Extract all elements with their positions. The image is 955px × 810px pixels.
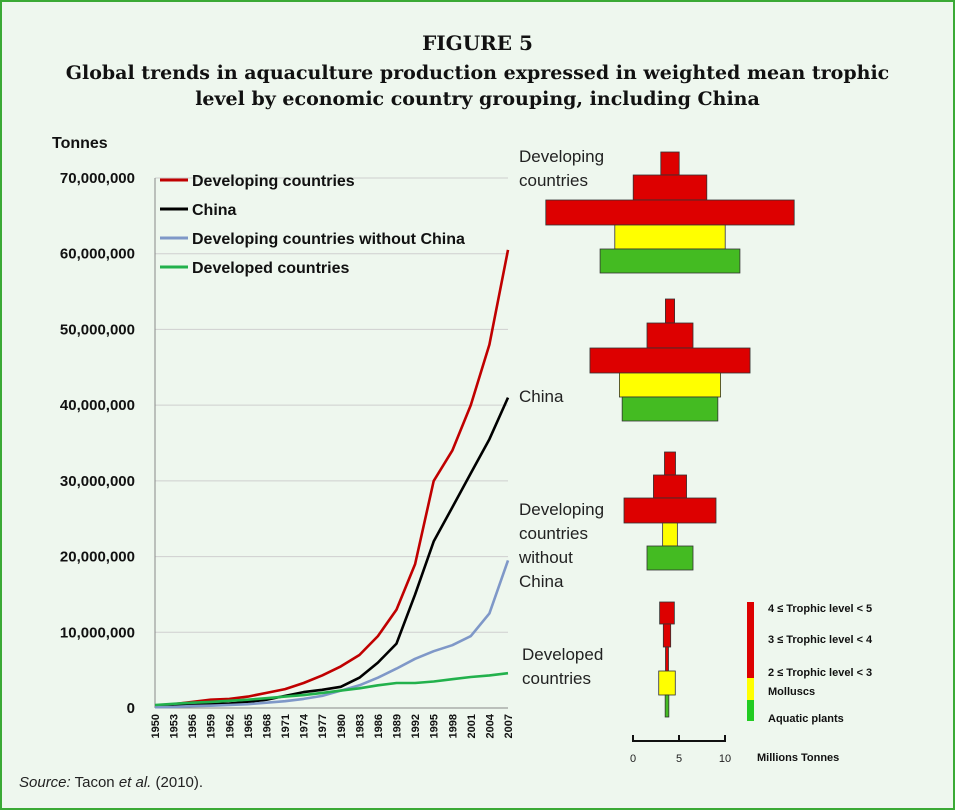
y-tick-label: 70,000,000 — [60, 170, 135, 187]
pyramid-bar — [545, 199, 795, 226]
pyramid-bar — [623, 497, 717, 524]
pyramid-x-tick-label: 10 — [719, 753, 731, 765]
x-tick-label: 1950 — [150, 714, 162, 738]
x-tick-label: 1998 — [447, 714, 459, 738]
x-tick-label: 1977 — [317, 714, 329, 738]
source-label: Source: — [19, 774, 71, 791]
x-tick-label: 1953 — [169, 714, 181, 738]
pyramid-label: without — [518, 548, 573, 567]
x-tick-label: 1980 — [336, 714, 348, 738]
y-tick-label: 40,000,000 — [60, 397, 135, 414]
y-tick-label: 30,000,000 — [60, 473, 135, 490]
pyramid-bar — [659, 601, 675, 625]
pyramid-bar — [662, 522, 678, 547]
pyramid-label: China — [519, 572, 564, 591]
pyramid-bar — [646, 545, 694, 571]
pyramid-bar — [589, 347, 751, 374]
pyramid-bar — [662, 623, 672, 648]
x-tick-label: 2001 — [466, 714, 478, 738]
legend-label: Developing countries without China — [192, 231, 465, 248]
pyramid-bar — [660, 151, 680, 176]
source-etal: et al. — [118, 774, 152, 791]
pyramid-legend: 4 ≤ Trophic level < 5 3 ≤ Trophic level <… — [747, 602, 873, 725]
y-tick-label: 50,000,000 — [60, 321, 135, 338]
y-axis-title: Tonnes — [52, 135, 108, 152]
x-tick-label: 1989 — [392, 714, 404, 738]
pyramid-bar — [646, 322, 694, 349]
legend-label: Developing countries — [192, 173, 355, 190]
line-chart: Tonnes 0 10,000,000 20,000,000 30,000,000 40,… — [52, 135, 515, 738]
pyramid-bar — [632, 174, 708, 201]
pyramid-bar — [653, 474, 687, 499]
pyramid-legend-label: 2 ≤ Trophic level < 3 — [768, 667, 872, 679]
x-tick-label: 1974 — [299, 713, 311, 738]
figure-title: Global trends in aquaculture production … — [65, 62, 890, 110]
source-author: Tacon — [74, 774, 115, 791]
pyramid-bar — [619, 372, 722, 398]
x-tick-label: 1968 — [261, 714, 273, 738]
pyramid-bar — [665, 298, 676, 324]
pyramid-bar — [614, 224, 726, 250]
pyramid-bar — [599, 248, 741, 274]
legend-swatch-green — [747, 700, 754, 721]
pyramid-label: countries — [519, 171, 588, 190]
x-tick-label: 1959 — [206, 714, 218, 738]
pyramid-legend-label: Molluscs — [768, 686, 815, 698]
pyramid-label: China — [519, 387, 564, 406]
x-tick-label: 1995 — [429, 714, 441, 738]
x-tick-label: 1965 — [243, 714, 255, 738]
y-tick-label: 0 — [127, 700, 135, 717]
pyramid-label: countries — [519, 524, 588, 543]
pyramid-legend-label: Aquatic plants — [768, 713, 844, 725]
x-tick-label: 1992 — [410, 714, 422, 738]
x-tick-label: 1983 — [354, 714, 366, 738]
pyramid-bar — [664, 451, 676, 476]
pyramid-label: countries — [522, 669, 591, 688]
y-tick-label: 20,000,000 — [60, 549, 135, 566]
x-tick-label: 1986 — [373, 714, 385, 738]
pyramid-label: Developed — [522, 645, 603, 664]
y-tick-label: 10,000,000 — [60, 624, 135, 641]
trophic-pyramids: Developing countries China Developing countr… — [518, 147, 795, 718]
pyramid-label: Developing — [519, 500, 604, 519]
x-tick-label: 1956 — [187, 714, 199, 738]
x-tick-label: 2007 — [503, 714, 515, 738]
pyramid-bar — [658, 670, 676, 696]
series-line — [154, 671, 509, 707]
series-line — [154, 397, 510, 709]
legend-label: Developed countries — [192, 260, 349, 277]
legend-swatch-red — [747, 602, 754, 690]
figure-number: FIGURE 5 — [422, 31, 533, 55]
x-tick-label: 1971 — [280, 714, 292, 738]
pyramid-axis: 0 5 10 Millions Tonnes — [630, 735, 839, 765]
pyramid-axis-title: Millions Tonnes — [757, 752, 839, 764]
pyramid-x-tick-label: 0 — [630, 753, 636, 765]
y-tick-label: 60,000,000 — [60, 246, 135, 263]
pyramid-bar — [665, 646, 669, 672]
pyramid-legend-label: 4 ≤ Trophic level < 5 — [768, 603, 872, 615]
pyramid-x-tick-label: 5 — [676, 753, 682, 765]
series-line — [154, 249, 510, 707]
x-tick-label: 1962 — [224, 714, 236, 738]
x-tick-label: 2004 — [484, 713, 496, 738]
pyramid-bar — [664, 694, 670, 718]
source-year: (2010). — [155, 774, 204, 791]
pyramid-bar — [621, 396, 719, 422]
source-note: Source: Tacon et al. (2010). — [19, 774, 203, 791]
legend-label: China — [192, 202, 237, 219]
pyramid-label: Developing — [519, 147, 604, 166]
pyramid-legend-label: 3 ≤ Trophic level < 4 — [768, 634, 873, 646]
series-line — [154, 559, 510, 709]
legend-swatch-yellow — [747, 678, 754, 700]
